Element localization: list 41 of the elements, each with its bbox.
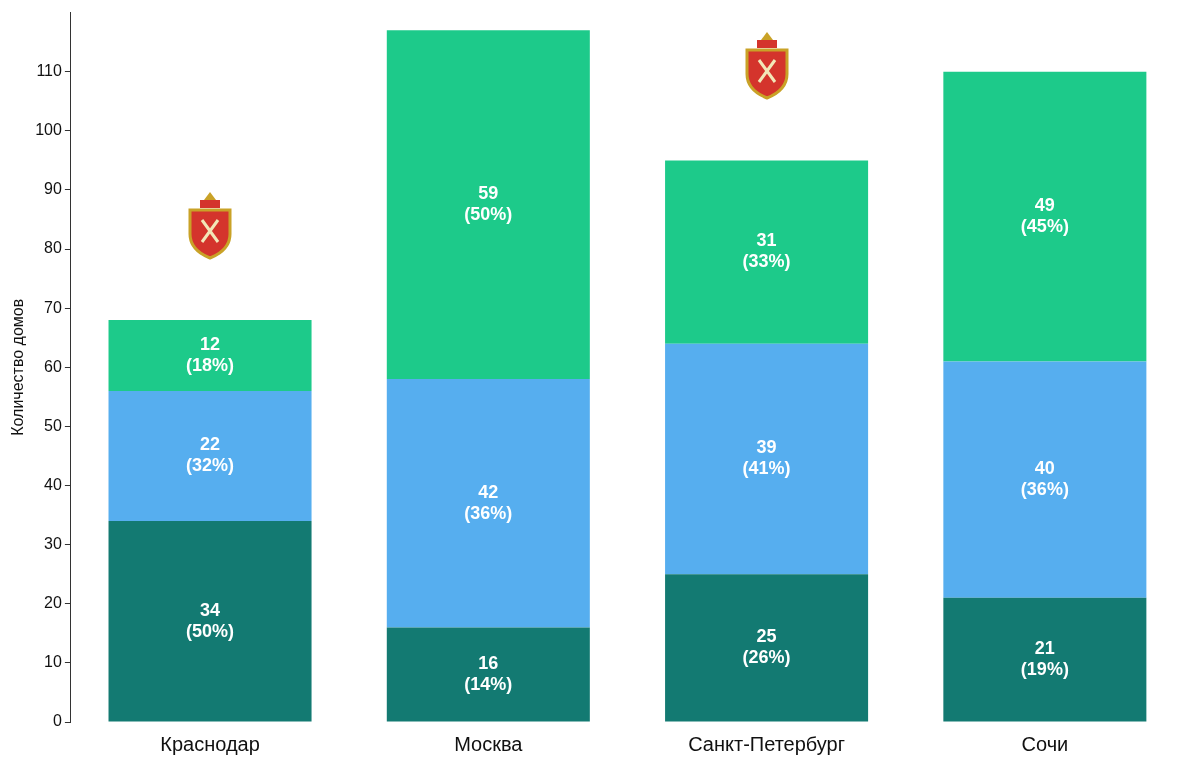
y-tick-label: 50 — [44, 416, 62, 434]
data-label: 34 (50%) — [186, 599, 235, 641]
bar — [665, 574, 869, 722]
bar — [943, 71, 1147, 362]
data-label: 25 (26%) — [742, 626, 791, 668]
data-label: 16 (14%) — [464, 652, 513, 694]
data-label: 21 (19%) — [1020, 638, 1069, 680]
bar — [943, 597, 1147, 722]
x-tick-label: Сочи — [1021, 732, 1069, 755]
y-tick-label: 70 — [44, 298, 62, 316]
x-tick-label: Санкт-Петербург — [688, 732, 846, 755]
bar — [386, 379, 590, 628]
y-tick-label: 10 — [44, 653, 62, 671]
bar — [108, 320, 312, 391]
x-tick-label: Москва — [454, 732, 524, 755]
data-label: 59 (50%) — [464, 183, 513, 225]
bar — [665, 343, 869, 575]
bar — [665, 160, 869, 344]
data-label: 49 (45%) — [1020, 195, 1069, 237]
y-tick-label: 110 — [36, 62, 62, 80]
y-tick-label: 100 — [35, 121, 62, 139]
data-label: 40 (36%) — [1020, 458, 1069, 500]
x-tick-label: Краснодар — [160, 732, 260, 755]
data-label: 31 (33%) — [742, 230, 791, 272]
y-tick-label: 20 — [44, 594, 62, 612]
y-tick-label: 60 — [44, 357, 62, 375]
bar — [108, 390, 312, 521]
y-tick-label: 90 — [44, 180, 62, 198]
y-axis-title: Количество домов — [9, 298, 27, 436]
data-label: 12 (18%) — [186, 333, 235, 375]
bar — [386, 627, 590, 722]
y-tick-label: 40 — [44, 475, 62, 493]
y-tick-label: 30 — [44, 535, 62, 553]
bar — [386, 30, 590, 380]
data-label: 42 (36%) — [464, 481, 513, 523]
y-tick-label: 80 — [44, 239, 62, 257]
bar — [943, 361, 1147, 598]
y-tick-label: 0 — [52, 712, 62, 730]
data-label: 22 (32%) — [186, 434, 235, 476]
bar — [108, 521, 312, 722]
data-label: 39 (41%) — [742, 437, 791, 479]
